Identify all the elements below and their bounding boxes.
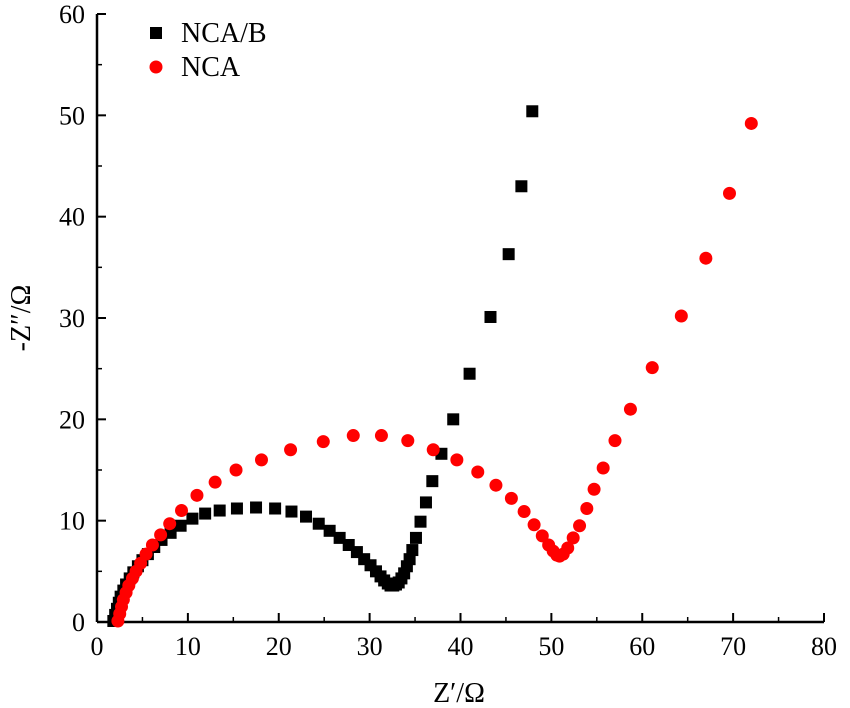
data-point-square: [406, 544, 419, 557]
data-point-circle: [645, 361, 659, 375]
data-point-square: [463, 367, 476, 380]
x-tick-label: 50: [538, 632, 564, 661]
data-point-circle: [608, 434, 622, 448]
data-point-circle: [674, 309, 688, 323]
data-point-circle: [346, 429, 360, 443]
data-point-circle: [145, 538, 159, 552]
data-point-circle: [699, 251, 713, 265]
data-point-circle: [401, 434, 415, 448]
data-point-square: [199, 507, 212, 520]
data-point-circle: [208, 475, 222, 489]
data-point-circle: [573, 519, 587, 533]
data-point-circle: [504, 491, 518, 505]
x-axis-label: Z′/Ω: [433, 678, 485, 708]
data-point-square: [269, 502, 282, 515]
data-point-circle: [374, 429, 388, 443]
data-point-circle: [471, 465, 485, 479]
legend-label: NCA/B: [181, 18, 267, 49]
axes: [95, 14, 824, 624]
data-point-circle: [254, 453, 268, 467]
x-tick-label: 20: [266, 632, 292, 661]
data-point-square: [333, 531, 346, 544]
data-point-circle: [190, 488, 204, 502]
data-point-circle: [163, 517, 177, 531]
y-tick-label: 10: [59, 507, 85, 536]
data-point-circle: [175, 504, 189, 518]
data-point-circle: [284, 443, 298, 457]
data-point-square: [419, 496, 432, 509]
data-point-square: [323, 524, 336, 537]
data-point-circle: [744, 116, 758, 130]
data-point-square: [426, 475, 439, 488]
data-point-square: [250, 501, 263, 514]
data-point-square: [174, 519, 187, 532]
data-point-square: [300, 510, 313, 523]
data-point-square: [312, 517, 325, 530]
series-nca: [111, 116, 758, 628]
data-point-circle: [596, 461, 610, 475]
series-layer: [107, 105, 758, 628]
data-point-square: [409, 531, 422, 544]
data-point-circle: [139, 547, 153, 561]
x-tick-label: 80: [811, 632, 837, 661]
x-tick-label: 60: [629, 632, 655, 661]
data-point-circle: [566, 531, 580, 545]
y-tick-label: 20: [59, 405, 85, 434]
data-point-circle: [527, 518, 541, 532]
data-point-square: [230, 502, 243, 515]
data-point-square: [285, 505, 298, 518]
data-point-circle: [517, 505, 531, 519]
y-tick-label: 30: [59, 304, 85, 333]
data-point-circle: [561, 541, 575, 555]
data-point-square: [186, 512, 199, 525]
data-point-square: [414, 515, 427, 528]
ticks: 0 10 20 30 40 50 60 70 80 0 10 20 30 40 50 60: [59, 0, 837, 661]
x-tick-label: 70: [720, 632, 746, 661]
data-point-circle: [587, 482, 601, 496]
data-point-square: [502, 248, 515, 261]
y-tick-label: 50: [59, 101, 85, 130]
data-point-circle: [623, 402, 637, 416]
data-point-square: [526, 105, 539, 118]
legend-label: NCA: [181, 52, 241, 83]
legend-marker-square: [150, 27, 162, 39]
data-point-square: [515, 180, 528, 193]
y-tick-label: 40: [59, 203, 85, 232]
series-nca-b: [107, 105, 539, 627]
x-tick-label: 40: [448, 632, 474, 661]
legend-marker-circle: [149, 60, 163, 74]
data-point-circle: [722, 186, 736, 200]
data-point-square: [447, 413, 460, 426]
y-tick-label: 0: [72, 608, 85, 637]
data-point-circle: [535, 529, 549, 543]
data-point-circle: [154, 528, 168, 542]
data-point-circle: [489, 478, 503, 492]
data-point-circle: [316, 435, 330, 449]
data-point-circle: [580, 502, 594, 516]
data-point-circle: [450, 453, 464, 467]
x-tick-label: 30: [357, 632, 383, 661]
y-tick-label: 60: [59, 0, 85, 29]
data-point-circle: [426, 443, 440, 457]
x-tick-label: 0: [91, 632, 104, 661]
data-point-square: [213, 504, 226, 517]
data-point-square: [403, 553, 416, 566]
data-point-circle: [229, 463, 243, 477]
x-tick-label: 10: [175, 632, 201, 661]
y-axis-label: -Z″/Ω: [6, 285, 37, 352]
data-point-square: [484, 310, 497, 323]
